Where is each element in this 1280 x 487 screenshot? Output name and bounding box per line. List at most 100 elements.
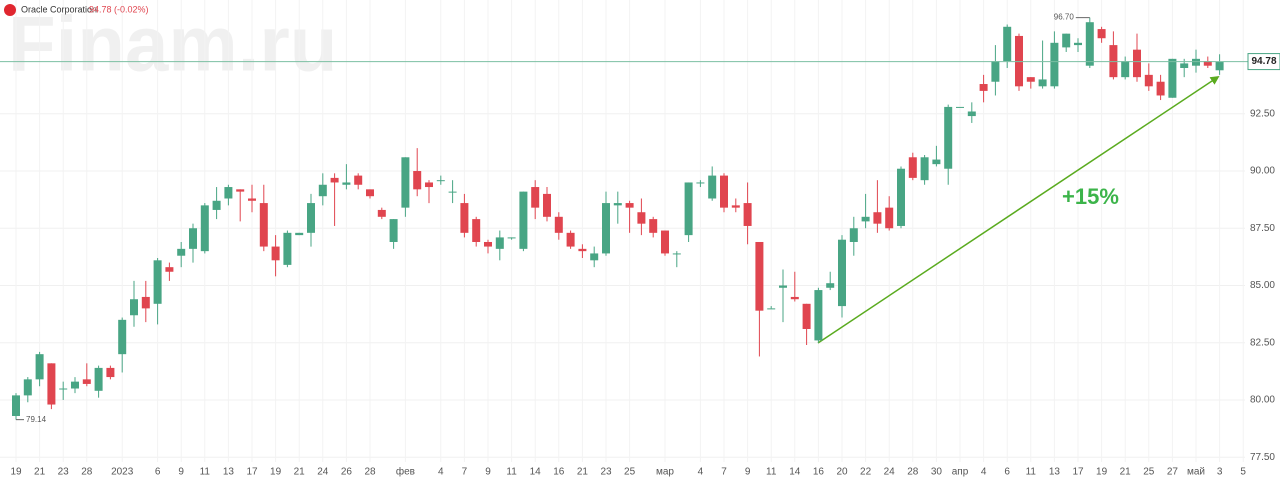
- candle-body: [1203, 61, 1212, 66]
- x-tick-label: 5: [1240, 467, 1246, 478]
- candle-body: [1192, 58, 1200, 66]
- y-tick-label: 90.00: [1250, 166, 1275, 177]
- candle-body: [507, 237, 516, 239]
- candle-body: [177, 248, 186, 256]
- x-tick-label: 7: [721, 467, 727, 478]
- candle-body: [613, 203, 622, 206]
- x-tick-label: 17: [246, 467, 258, 478]
- candle-body: [401, 157, 410, 208]
- price-change: 94.78 (-0.02%): [89, 4, 149, 14]
- candle-body: [1215, 61, 1224, 71]
- candle-body: [979, 84, 988, 91]
- candle-body: [413, 171, 422, 190]
- candle-body: [849, 228, 858, 242]
- candle-body: [295, 232, 304, 236]
- candle-body: [649, 219, 658, 233]
- x-tick-label: 24: [317, 467, 329, 478]
- x-tick-label: 24: [884, 467, 896, 478]
- candle-body: [790, 296, 799, 300]
- high-label: 96.70: [1054, 13, 1075, 22]
- candle-body: [696, 182, 705, 184]
- x-tick-label: 28: [364, 467, 376, 478]
- candle-body: [377, 209, 386, 217]
- candle-body: [578, 248, 587, 252]
- candle-body: [956, 106, 964, 108]
- candle-body: [484, 241, 492, 247]
- x-tick-label: 11: [200, 467, 211, 478]
- candle-body: [389, 219, 398, 242]
- candle-body: [189, 228, 197, 249]
- candle-body: [23, 379, 32, 396]
- x-tick-label: 21: [294, 467, 306, 478]
- candle-body: [625, 203, 634, 208]
- candle-body: [283, 232, 292, 265]
- candle-body: [944, 106, 953, 169]
- trend-arrow: [817, 76, 1220, 344]
- x-tick-label: 13: [223, 467, 235, 478]
- candle-body: [1074, 42, 1082, 46]
- x-tick-label: 9: [485, 467, 491, 478]
- candle-body: [897, 168, 905, 226]
- candle-body: [224, 187, 233, 199]
- x-tick-label: 3: [1217, 467, 1223, 478]
- x-tick-label: 6: [155, 467, 161, 478]
- candle-body: [826, 283, 835, 288]
- candle-body: [767, 308, 776, 310]
- x-tick-label: 19: [270, 467, 282, 478]
- candle-body: [47, 363, 56, 405]
- candle-body: [743, 203, 752, 226]
- x-tick-label: 11: [506, 467, 517, 478]
- candle-body: [543, 193, 551, 217]
- candle-body: [425, 182, 433, 188]
- x-tick-label: апр: [952, 467, 969, 478]
- candle-body: [448, 191, 457, 193]
- x-tick-label: 25: [1143, 467, 1155, 478]
- candle-body: [684, 182, 693, 236]
- candle-body: [1180, 63, 1189, 68]
- candle-body: [885, 207, 894, 229]
- candle-body: [1050, 42, 1059, 87]
- x-tick-label: 21: [34, 467, 46, 478]
- candle-body: [460, 203, 469, 233]
- x-tick-label: 26: [341, 467, 353, 478]
- candle-body: [672, 253, 681, 255]
- candle-body: [141, 296, 150, 309]
- candle-body: [248, 198, 256, 201]
- x-tick-label: мар: [656, 467, 674, 478]
- candle-body: [1085, 22, 1094, 66]
- x-tick-label: 7: [462, 467, 468, 478]
- x-tick-label: 20: [836, 467, 848, 478]
- x-tick-label: 23: [58, 467, 70, 478]
- candle-body: [1003, 26, 1012, 62]
- candle-body: [71, 381, 79, 389]
- candle-body: [307, 203, 315, 233]
- candle-body: [200, 205, 209, 252]
- candle-body: [318, 184, 327, 197]
- x-tick-label: 6: [1004, 467, 1010, 478]
- candle-body: [802, 303, 811, 329]
- candle-body: [708, 175, 717, 199]
- candle-body: [1168, 58, 1177, 98]
- x-tick-label: 19: [1096, 467, 1108, 478]
- candle-body: [271, 246, 280, 261]
- x-tick-label: 11: [766, 467, 777, 478]
- y-tick-label: 82.50: [1250, 337, 1275, 348]
- x-tick-label: 4: [438, 467, 444, 478]
- x-tick-label: 28: [81, 467, 93, 478]
- candle-body: [212, 200, 221, 210]
- candle-body: [342, 182, 351, 185]
- candle-body: [519, 191, 528, 249]
- candle-body: [366, 189, 374, 197]
- y-tick-label: 87.50: [1250, 223, 1275, 234]
- candle-body: [495, 237, 504, 249]
- candle-body: [731, 205, 740, 208]
- candle-body: [566, 232, 575, 247]
- candle-body: [1026, 77, 1035, 82]
- x-tick-label: 16: [553, 467, 565, 478]
- candle-body: [82, 379, 91, 384]
- candle-body: [720, 175, 728, 208]
- candle-body: [12, 395, 20, 416]
- candle-body: [531, 187, 540, 208]
- candle-body: [472, 219, 481, 242]
- candle-body: [35, 354, 44, 380]
